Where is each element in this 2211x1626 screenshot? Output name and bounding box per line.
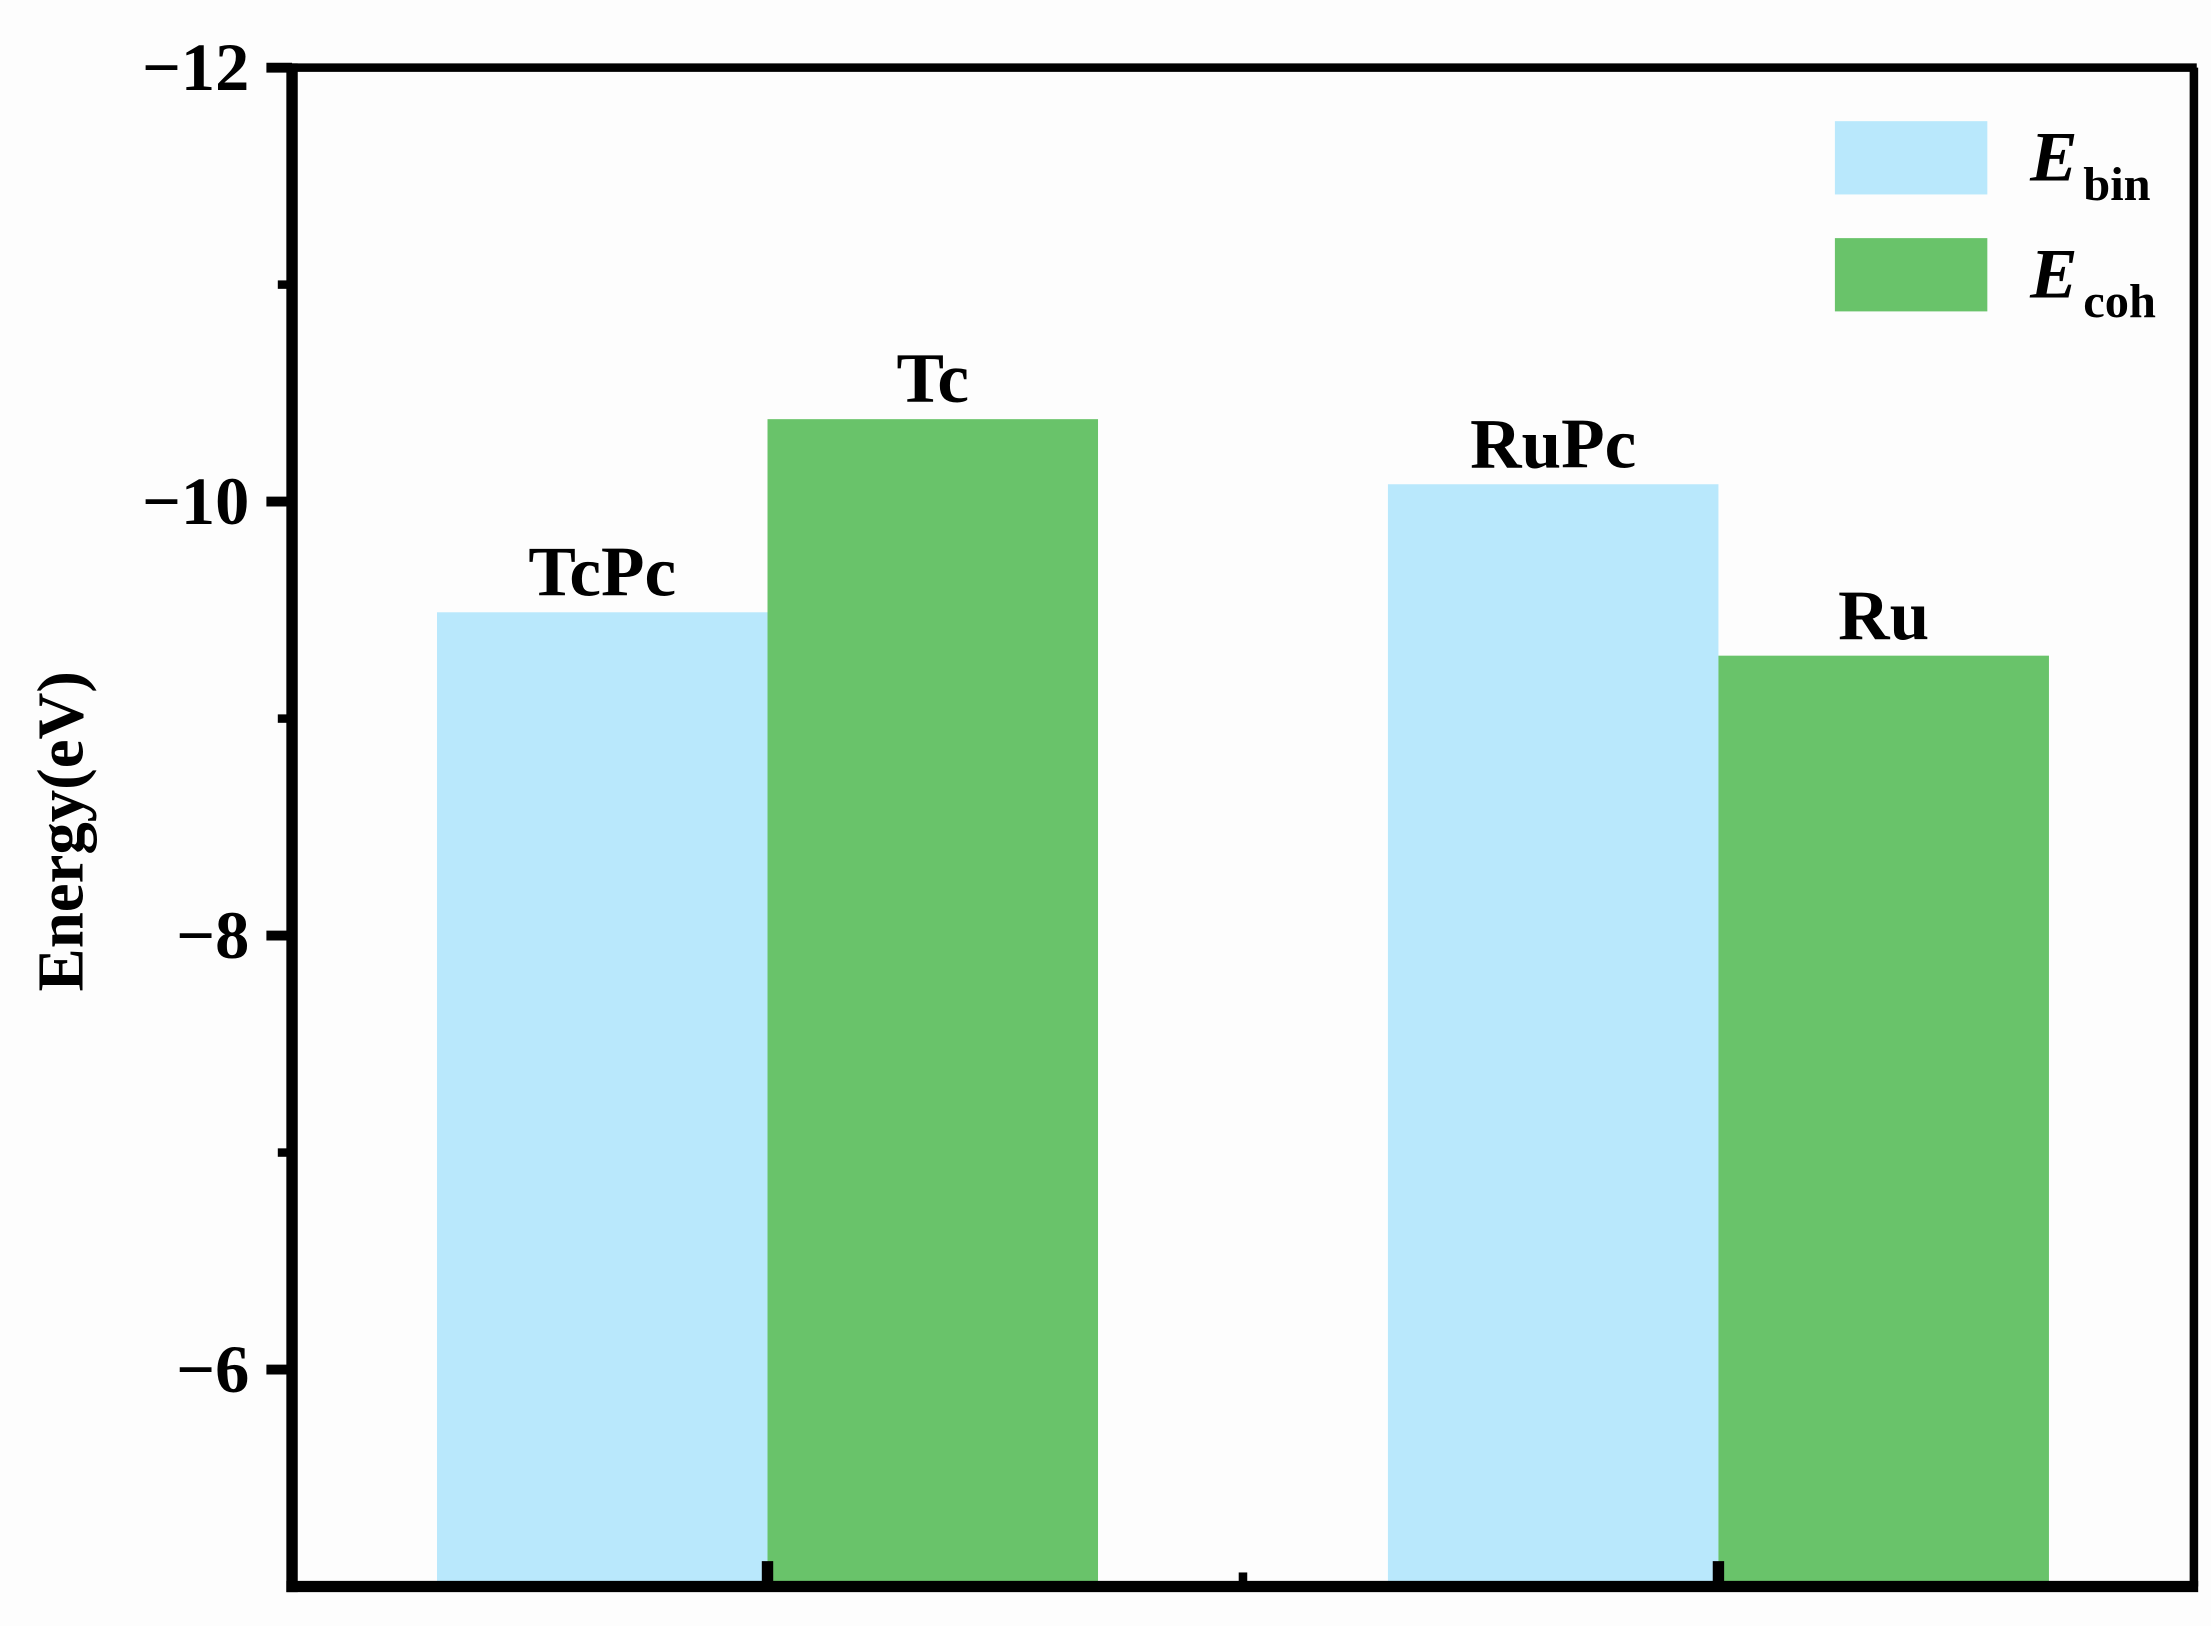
bar xyxy=(1718,655,2049,1587)
bar xyxy=(437,612,768,1587)
bar-label: Ru xyxy=(1838,577,1929,655)
y-tick-label: −10 xyxy=(142,463,249,539)
bar-label: TcPc xyxy=(528,534,676,612)
y-tick-label: −6 xyxy=(176,1331,249,1407)
bar xyxy=(767,419,1099,1587)
bar-label: Tc xyxy=(896,341,969,419)
bar xyxy=(1387,484,1719,1587)
legend-swatch xyxy=(1834,238,1988,312)
y-axis-label: Energy(eV) xyxy=(25,671,97,991)
y-tick-label: −8 xyxy=(176,897,249,973)
bar-label: RuPc xyxy=(1470,406,1636,484)
legend-swatch xyxy=(1834,121,1988,195)
y-tick-label: −12 xyxy=(142,30,249,106)
